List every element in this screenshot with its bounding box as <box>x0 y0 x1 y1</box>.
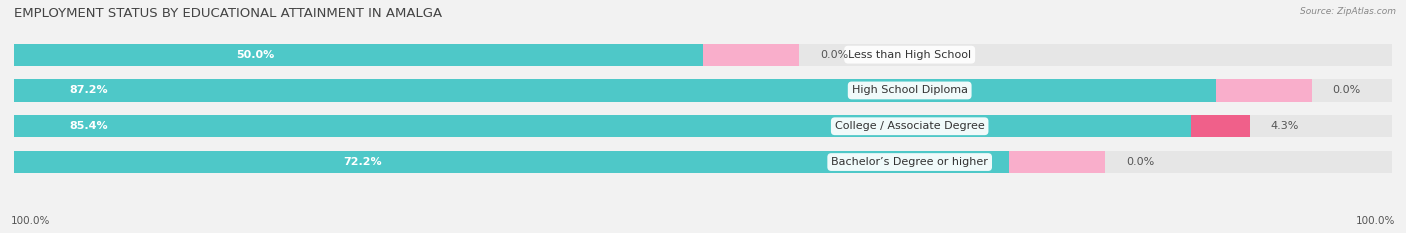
Text: 85.4%: 85.4% <box>69 121 108 131</box>
Bar <box>14 79 1392 102</box>
Text: 87.2%: 87.2% <box>69 86 108 96</box>
Bar <box>1191 115 1250 137</box>
Bar <box>1010 151 1105 173</box>
Text: Less than High School: Less than High School <box>848 50 972 60</box>
Text: EMPLOYMENT STATUS BY EDUCATIONAL ATTAINMENT IN AMALGA: EMPLOYMENT STATUS BY EDUCATIONAL ATTAINM… <box>14 7 441 20</box>
Bar <box>14 79 1216 102</box>
Text: High School Diploma: High School Diploma <box>852 86 967 96</box>
Bar <box>703 44 800 66</box>
Text: 0.0%: 0.0% <box>1333 86 1361 96</box>
Bar <box>14 44 1392 66</box>
Text: 0.0%: 0.0% <box>1126 157 1154 167</box>
Text: Bachelor’s Degree or higher: Bachelor’s Degree or higher <box>831 157 988 167</box>
Text: 72.2%: 72.2% <box>343 157 381 167</box>
Text: Source: ZipAtlas.com: Source: ZipAtlas.com <box>1301 7 1396 16</box>
Text: 100.0%: 100.0% <box>11 216 51 226</box>
Text: 100.0%: 100.0% <box>1355 216 1395 226</box>
Bar <box>14 115 1392 137</box>
Bar <box>14 115 1191 137</box>
Bar <box>1216 79 1312 102</box>
Bar <box>14 151 1010 173</box>
Bar <box>14 44 703 66</box>
Text: College / Associate Degree: College / Associate Degree <box>835 121 984 131</box>
Text: 50.0%: 50.0% <box>236 50 274 60</box>
Bar <box>14 151 1392 173</box>
Text: 0.0%: 0.0% <box>820 50 848 60</box>
Text: 4.3%: 4.3% <box>1271 121 1299 131</box>
